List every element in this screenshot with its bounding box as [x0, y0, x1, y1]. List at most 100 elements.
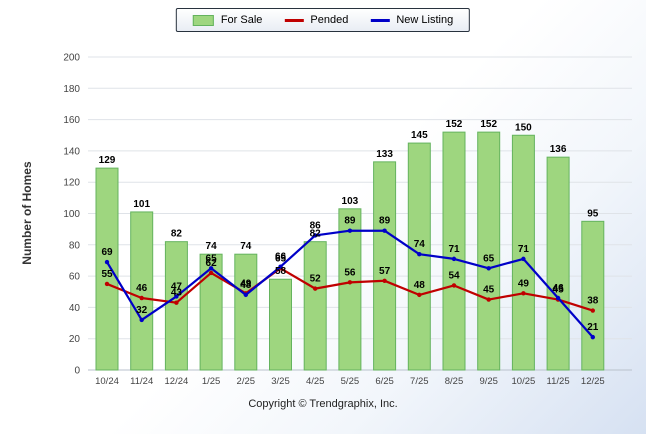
- point-value-label: 45: [483, 285, 495, 296]
- bar-2/25: [234, 253, 258, 371]
- point-value-label: 89: [344, 216, 356, 227]
- point-marker: [139, 317, 144, 323]
- point-marker: [486, 266, 491, 271]
- bar-value-label: 95: [587, 208, 599, 219]
- bar-8/25: [442, 131, 466, 371]
- bar-9/25: [477, 131, 501, 371]
- point-value-label: 66: [275, 252, 287, 263]
- bar-10/25: [511, 134, 535, 371]
- bar-value-label: 103: [342, 196, 359, 207]
- y-axis-title: Number of Homes: [20, 161, 34, 265]
- point-marker: [590, 334, 595, 340]
- point-marker: [451, 256, 457, 262]
- point-marker: [243, 292, 248, 298]
- y-tick-label: 60: [69, 272, 81, 283]
- point-marker: [208, 266, 214, 271]
- point-value-label: 48: [414, 280, 426, 291]
- bar-value-label: 152: [480, 119, 497, 130]
- bar-value-label: 74: [240, 241, 252, 252]
- legend-label-new-listing: New Listing: [396, 14, 454, 26]
- point-value-label: 45: [553, 285, 565, 296]
- point-marker: [313, 233, 318, 238]
- point-value-label: 74: [414, 239, 426, 250]
- bar-value-label: 58: [275, 266, 287, 277]
- point-value-label: 43: [171, 288, 183, 299]
- x-tick-label: 12/24: [165, 376, 189, 387]
- point-value-label: 47: [171, 281, 183, 292]
- point-marker: [521, 256, 526, 262]
- point-marker: [104, 281, 110, 287]
- bar-value-label: 152: [446, 119, 463, 130]
- point-marker: [174, 294, 179, 299]
- point-value-label: 65: [275, 253, 287, 264]
- point-value-label: 71: [448, 244, 460, 255]
- y-tick-label: 180: [63, 84, 80, 95]
- y-tick-label: 160: [63, 115, 80, 126]
- bar-value-label: 133: [376, 149, 393, 160]
- legend-item-new-listing: New Listing: [370, 14, 453, 26]
- x-tick-label: 9/25: [479, 376, 498, 387]
- bar-11/24: [130, 211, 154, 371]
- point-value-label: 57: [379, 266, 391, 277]
- point-marker: [104, 259, 110, 265]
- point-value-label: 49: [240, 278, 252, 289]
- y-tick-label: 120: [63, 178, 80, 189]
- pended-swatch: [284, 18, 304, 22]
- point-value-label: 52: [310, 274, 322, 285]
- x-tick-label: 12/25: [581, 376, 605, 387]
- point-value-label: 62: [206, 258, 218, 269]
- x-tick-label: 8/25: [445, 376, 464, 387]
- for-sale-swatch: [192, 14, 214, 26]
- y-tick-label: 80: [69, 240, 81, 251]
- x-tick-label: 3/25: [271, 376, 290, 387]
- x-tick-label: 6/25: [375, 376, 394, 387]
- point-value-label: 55: [101, 269, 113, 280]
- point-value-label: 32: [136, 305, 148, 316]
- point-value-label: 46: [136, 283, 148, 294]
- point-marker: [555, 295, 561, 301]
- y-tick-label: 100: [63, 209, 80, 220]
- bar-10/24: [95, 167, 119, 371]
- bar-5/25: [338, 208, 362, 371]
- x-tick-label: 7/25: [410, 376, 429, 387]
- point-marker: [382, 228, 387, 233]
- y-tick-label: 140: [63, 146, 80, 157]
- y-tick-label: 0: [74, 366, 80, 377]
- point-marker: [313, 286, 318, 291]
- point-marker: [486, 297, 491, 302]
- new-listing-swatch: [370, 18, 390, 22]
- bar-6/25: [373, 161, 397, 371]
- point-value-label: 56: [344, 267, 356, 278]
- bar-12/24: [164, 241, 188, 371]
- copyright-text: Copyright © Trendgraphix, Inc.: [248, 398, 398, 410]
- bar-value-label: 82: [310, 229, 322, 240]
- point-value-label: 65: [206, 253, 218, 264]
- point-marker: [590, 308, 595, 313]
- bar-4/25: [303, 241, 327, 371]
- point-value-label: 46: [553, 283, 565, 294]
- point-marker: [208, 270, 214, 276]
- point-marker: [278, 264, 283, 269]
- point-marker: [417, 251, 422, 257]
- bar-value-label: 82: [171, 229, 183, 240]
- point-marker: [174, 300, 179, 305]
- bar-11/25: [546, 156, 570, 371]
- bar-1/25: [199, 253, 223, 371]
- bar-value-label: 129: [99, 155, 116, 166]
- point-value-label: 86: [310, 220, 322, 231]
- point-value-label: 48: [240, 280, 252, 291]
- point-value-label: 21: [587, 322, 599, 333]
- legend-item-for-sale: For Sale: [192, 14, 262, 26]
- bar-7/25: [407, 142, 431, 371]
- x-tick-label: 5/25: [341, 376, 360, 387]
- bar-value-label: 101: [133, 199, 150, 210]
- point-value-label: 49: [518, 278, 530, 289]
- point-value-label: 54: [448, 270, 460, 281]
- x-tick-label: 2/25: [237, 376, 256, 387]
- point-value-label: 89: [379, 216, 391, 227]
- x-tick-label: 11/25: [547, 376, 570, 387]
- x-tick-label: 10/24: [95, 376, 119, 387]
- legend: For Sale Pended New Listing: [175, 8, 471, 32]
